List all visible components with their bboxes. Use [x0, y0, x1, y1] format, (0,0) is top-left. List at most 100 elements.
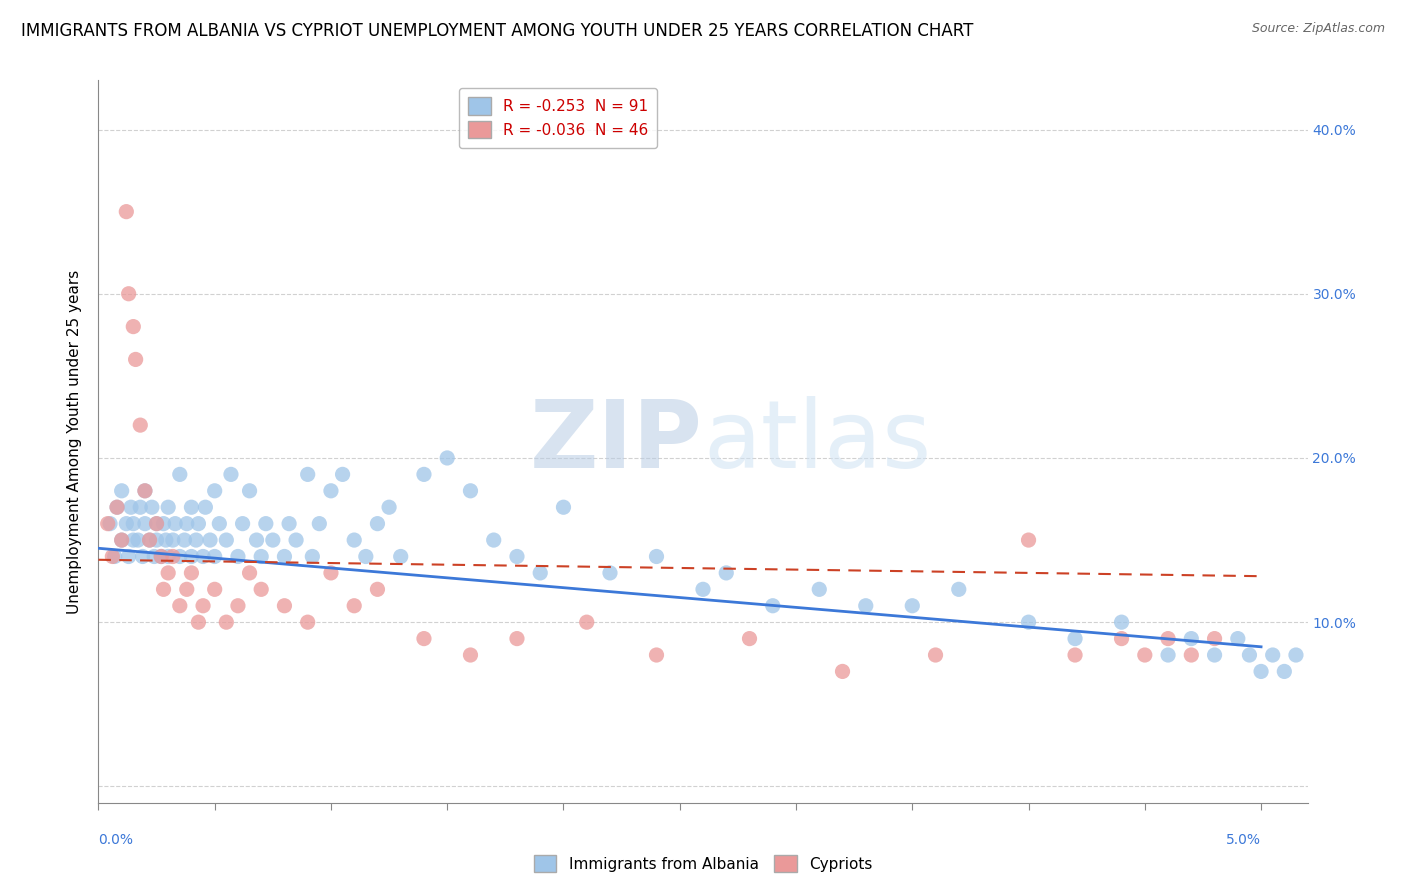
Point [278, 516, 301, 531]
Point [173, 533, 195, 547]
Point [204, 582, 226, 597]
Point [97, 516, 120, 531]
Point [285, 533, 308, 547]
Point [1261, 648, 1284, 662]
Point [152, 516, 174, 531]
Point [1111, 632, 1133, 646]
Point [808, 582, 831, 597]
Point [111, 483, 134, 498]
Point [1018, 533, 1040, 547]
Point [204, 549, 226, 564]
Point [1272, 665, 1295, 679]
Point [1250, 665, 1272, 679]
Point [692, 582, 714, 597]
Point [1157, 632, 1180, 646]
Text: ZIP: ZIP [530, 395, 703, 488]
Point [1204, 648, 1226, 662]
Point [115, 516, 138, 531]
Point [924, 648, 946, 662]
Point [169, 467, 191, 482]
Point [1111, 615, 1133, 630]
Point [180, 549, 202, 564]
Point [122, 516, 145, 531]
Point [1157, 648, 1180, 662]
Point [198, 533, 221, 547]
Point [104, 549, 127, 564]
Point [239, 566, 262, 580]
Point [1204, 632, 1226, 646]
Point [413, 632, 436, 646]
Point [413, 467, 436, 482]
Point [162, 533, 184, 547]
Point [131, 549, 153, 564]
Point [204, 483, 226, 498]
Point [145, 516, 167, 531]
Point [187, 615, 209, 630]
Point [150, 549, 173, 564]
Point [105, 500, 128, 515]
Point [215, 533, 238, 547]
Point [460, 648, 482, 662]
Point [111, 533, 134, 547]
Point [165, 516, 187, 531]
Point [219, 467, 242, 482]
Point [155, 533, 177, 547]
Point [122, 319, 145, 334]
Point [105, 500, 128, 515]
Point [129, 500, 152, 515]
Point [169, 599, 191, 613]
Point [1239, 648, 1261, 662]
Text: atlas: atlas [703, 395, 931, 488]
Point [187, 516, 209, 531]
Point [122, 533, 145, 547]
Point [226, 549, 249, 564]
Text: Source: ZipAtlas.com: Source: ZipAtlas.com [1251, 22, 1385, 36]
Point [134, 483, 156, 498]
Point [901, 599, 924, 613]
Point [354, 549, 377, 564]
Point [1133, 648, 1156, 662]
Point [831, 665, 853, 679]
Point [98, 516, 121, 531]
Point [134, 483, 156, 498]
Point [343, 533, 366, 547]
Point [575, 615, 598, 630]
Point [180, 500, 202, 515]
Point [162, 549, 184, 564]
Point [157, 500, 180, 515]
Point [141, 500, 163, 515]
Point [1180, 632, 1202, 646]
Point [134, 516, 156, 531]
Point [150, 549, 173, 564]
Point [250, 582, 273, 597]
Point [273, 599, 295, 613]
Text: 5.0%: 5.0% [1226, 833, 1261, 847]
Point [948, 582, 970, 597]
Point [366, 582, 388, 597]
Point [645, 549, 668, 564]
Point [143, 549, 166, 564]
Point [506, 632, 529, 646]
Point [332, 467, 354, 482]
Point [482, 533, 505, 547]
Point [1285, 648, 1308, 662]
Point [273, 549, 295, 564]
Point [262, 533, 284, 547]
Point [1018, 615, 1040, 630]
Point [645, 648, 668, 662]
Point [169, 549, 191, 564]
Point [191, 599, 214, 613]
Point [378, 500, 401, 515]
Point [553, 500, 575, 515]
Point [319, 566, 342, 580]
Point [460, 483, 482, 498]
Point [138, 533, 160, 547]
Point [191, 549, 214, 564]
Legend: R = -0.253  N = 91, R = -0.036  N = 46: R = -0.253 N = 91, R = -0.036 N = 46 [458, 88, 657, 148]
Point [208, 516, 231, 531]
Point [124, 352, 146, 367]
Point [716, 566, 738, 580]
Point [599, 566, 621, 580]
Point [118, 286, 141, 301]
Point [239, 483, 262, 498]
